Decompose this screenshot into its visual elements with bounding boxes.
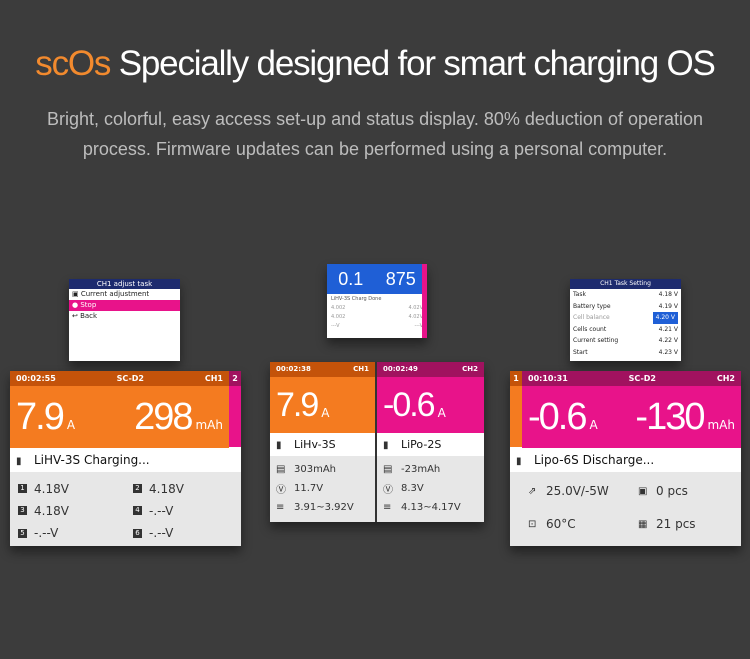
status-header: 00:10:31 SC-D2 CH2	[522, 371, 741, 386]
done-capacity-value: 875	[385, 268, 416, 289]
popup-done-header: 0.1 875	[327, 264, 427, 294]
battery-charge-icon: ▮	[16, 456, 22, 467]
channel-1-panel[interactable]: 00:02:38 CH1 7.9 A ▮ LiHv-3S ▤ 303mAh Ⓥ 11.7V…	[270, 362, 377, 522]
discharge-state: ▮ Lipo-6S Discharge...	[510, 448, 741, 472]
cell-1: 1 4.18V	[18, 479, 133, 498]
temperature-icon: ⊡	[528, 518, 537, 530]
menu-item-stop[interactable]: ● Stop	[69, 300, 180, 311]
stop-icon: ●	[72, 301, 81, 309]
popup-adjust-task: CH1 adjust task ▣ Current adjustment ● S…	[69, 279, 180, 361]
menu-item-back[interactable]: ↩ Back	[72, 312, 98, 320]
back-arrow-icon: ↩	[72, 312, 81, 320]
counter-icon: ▦	[638, 518, 648, 530]
channel-label: CH2	[716, 374, 735, 383]
calendar-icon: ▣	[638, 485, 648, 497]
battery-discharge-icon: ▮	[383, 440, 389, 451]
menu-item-task-setting[interactable]: Cell balance 4.20 V	[570, 312, 681, 324]
discharge-stats: ⇗ 25.0V/-5W ▣ 0 pcs ⊡ 60°C ▦ 21 pcs	[510, 472, 741, 546]
done-current-value: 0.1	[338, 268, 364, 289]
charge-state: ▮ LiHV-3S Charging...	[10, 448, 241, 472]
popup-charge-done: 0.1 875 LiHV-3S Charg Done 4.002 4.02V 4.…	[327, 264, 427, 338]
cell-4: 4 -.--V	[133, 501, 233, 520]
battery-charge-icon: ▮	[276, 440, 282, 451]
current-value: -0.6	[528, 395, 588, 438]
cell-range-icon: ≡	[276, 502, 285, 513]
ch1-readout: 7.9 A	[270, 377, 375, 433]
settings-icon: ▣	[72, 290, 81, 298]
done-cells: 4.002 4.02V 4.002 4.02V ---V ---V	[331, 305, 423, 329]
popup-task-setting: CH1 Task Setting Task 4.18 V Battery type 4…	[570, 279, 681, 361]
cell-range-icon: ≡	[383, 502, 392, 513]
status-header: 00:02:55 SC-D2 CH1	[10, 371, 229, 386]
popup-mid-side-tab	[422, 264, 427, 338]
cell-voltages: 1 4.18V 2 4.18V 3 4.18V 4 -.--V 5 -.--V 6 -.--…	[10, 472, 241, 546]
screen-single-channel-discharge: 1 00:10:31 SC-D2 CH2 -0.6 A -130 mAh ▮ Lipo…	[510, 371, 741, 546]
menu-item-task-setting[interactable]: Battery type 4.19 V	[573, 302, 678, 310]
popup-title: CH1 adjust task	[69, 279, 180, 289]
ch1-stats: ▤ 303mAh Ⓥ 11.7V ≡ 3.91~3.92V	[270, 456, 375, 522]
hero-description: Bright, colorful, easy access set-up and…	[46, 109, 704, 159]
channel-label: CH1	[204, 374, 223, 383]
capacity-value: 298	[134, 395, 193, 438]
ch2-battery-type: ▮ LiPo-2S	[377, 433, 484, 456]
hero-title: scOs Specially designed for smart chargi…	[0, 44, 750, 84]
battery-discharge-icon: ▮	[516, 456, 522, 467]
mode-label: SC-D2	[628, 374, 656, 383]
discharge-readout: -0.6 A -130 mAh	[522, 386, 741, 448]
ch1-battery-type: ▮ LiHv-3S	[270, 433, 375, 456]
elapsed-time: 00:10:31	[528, 374, 568, 383]
mode-label: SC-D2	[116, 374, 144, 383]
capacity-icon: ▤	[276, 464, 286, 475]
brand-name: scOs	[35, 44, 111, 83]
elapsed-time: 00:02:55	[16, 374, 56, 383]
cell-2: 2 4.18V	[133, 479, 233, 498]
menu-item-current-adjustment[interactable]: ▣ Current adjustment	[72, 290, 150, 298]
hero-title-text: Specially designed for smart charging OS	[118, 44, 716, 83]
capacity-value: -130	[635, 395, 705, 438]
voltage-icon: Ⓥ	[276, 485, 286, 496]
done-status: LiHV-3S Charg Done	[331, 296, 382, 302]
side-tab-ch2[interactable]: 2	[229, 371, 241, 447]
ch2-header: 00:02:49 CH2	[377, 362, 484, 377]
power-icon: ⇗	[528, 485, 537, 497]
side-tab-ch1[interactable]: 1	[510, 371, 522, 447]
cell-5: 5 -.--V	[18, 524, 133, 543]
menu-item-task-setting[interactable]: Task 4.18 V	[573, 291, 678, 298]
capacity-icon: ▤	[383, 464, 393, 475]
menu-item-task-setting[interactable]: Start 4.23 V	[573, 348, 678, 356]
popup-title: CH1 Task Setting	[570, 279, 681, 289]
cell-3: 3 4.18V	[18, 501, 133, 520]
ch2-stats: ▤ -23mAh Ⓥ 8.3V ≡ 4.13~4.17V	[377, 456, 484, 522]
charge-readout: 7.9 A 298 mAh	[10, 386, 229, 448]
voltage-icon: Ⓥ	[383, 485, 393, 496]
screen-dual-channel: 00:02:38 CH1 7.9 A ▮ LiHv-3S ▤ 303mAh Ⓥ 11.7V…	[270, 362, 484, 522]
cell-6: 6 -.--V	[133, 524, 233, 543]
ch1-header: 00:02:38 CH1	[270, 362, 375, 377]
ch2-readout: -0.6 A	[377, 377, 484, 433]
menu-item-task-setting[interactable]: Cells count 4.21 V	[573, 325, 678, 333]
menu-item-task-setting[interactable]: Current setting 4.22 V	[573, 337, 678, 344]
channel-2-panel[interactable]: 00:02:49 CH2 -0.6 A ▮ LiPo-2S ▤ -23mAh Ⓥ 8.3V…	[377, 362, 484, 522]
screen-single-channel-charge: 00:02:55 SC-D2 CH1 2 7.9 A 298 mAh ▮ LiHV-3…	[10, 371, 241, 546]
current-value: 7.9	[16, 395, 65, 438]
